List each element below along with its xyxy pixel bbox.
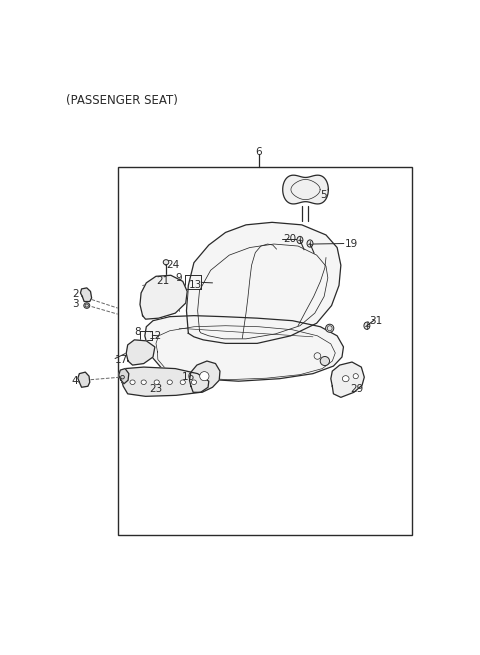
Ellipse shape — [120, 375, 124, 379]
Ellipse shape — [192, 380, 196, 384]
Text: 3: 3 — [72, 299, 79, 309]
Text: 17: 17 — [115, 355, 128, 365]
Text: 9: 9 — [175, 273, 182, 283]
Text: 19: 19 — [345, 239, 358, 249]
Polygon shape — [145, 316, 344, 381]
Text: 31: 31 — [369, 316, 382, 326]
Ellipse shape — [154, 380, 159, 384]
Polygon shape — [81, 288, 92, 301]
Text: 5: 5 — [321, 189, 327, 200]
Polygon shape — [78, 372, 90, 387]
Text: 29: 29 — [350, 384, 363, 394]
Polygon shape — [283, 175, 328, 204]
Ellipse shape — [297, 236, 303, 244]
Ellipse shape — [163, 259, 169, 265]
Ellipse shape — [130, 380, 135, 384]
Text: 16: 16 — [182, 372, 195, 382]
Polygon shape — [140, 275, 187, 319]
Ellipse shape — [180, 380, 185, 384]
Ellipse shape — [84, 303, 90, 309]
Text: 12: 12 — [148, 331, 162, 341]
Ellipse shape — [353, 373, 359, 379]
Polygon shape — [186, 222, 341, 343]
Ellipse shape — [307, 240, 313, 247]
Text: (PASSENGER SEAT): (PASSENGER SEAT) — [66, 94, 178, 107]
Text: 8: 8 — [134, 327, 141, 337]
Text: 21: 21 — [156, 276, 169, 286]
Polygon shape — [120, 367, 209, 396]
Ellipse shape — [141, 380, 146, 384]
Bar — [118, 167, 411, 535]
Text: 13: 13 — [188, 280, 202, 290]
Polygon shape — [190, 361, 220, 392]
Ellipse shape — [342, 376, 349, 382]
Polygon shape — [119, 369, 129, 384]
Polygon shape — [126, 340, 155, 365]
Text: 20: 20 — [283, 234, 296, 244]
Ellipse shape — [364, 322, 370, 329]
Ellipse shape — [167, 380, 172, 384]
Ellipse shape — [325, 324, 334, 332]
Text: 4: 4 — [72, 376, 79, 386]
Text: 6: 6 — [256, 147, 263, 157]
Text: 24: 24 — [166, 260, 179, 271]
Text: 23: 23 — [149, 384, 163, 394]
Text: 2: 2 — [72, 290, 79, 299]
Ellipse shape — [320, 356, 329, 365]
Ellipse shape — [200, 371, 209, 381]
Polygon shape — [331, 362, 364, 398]
